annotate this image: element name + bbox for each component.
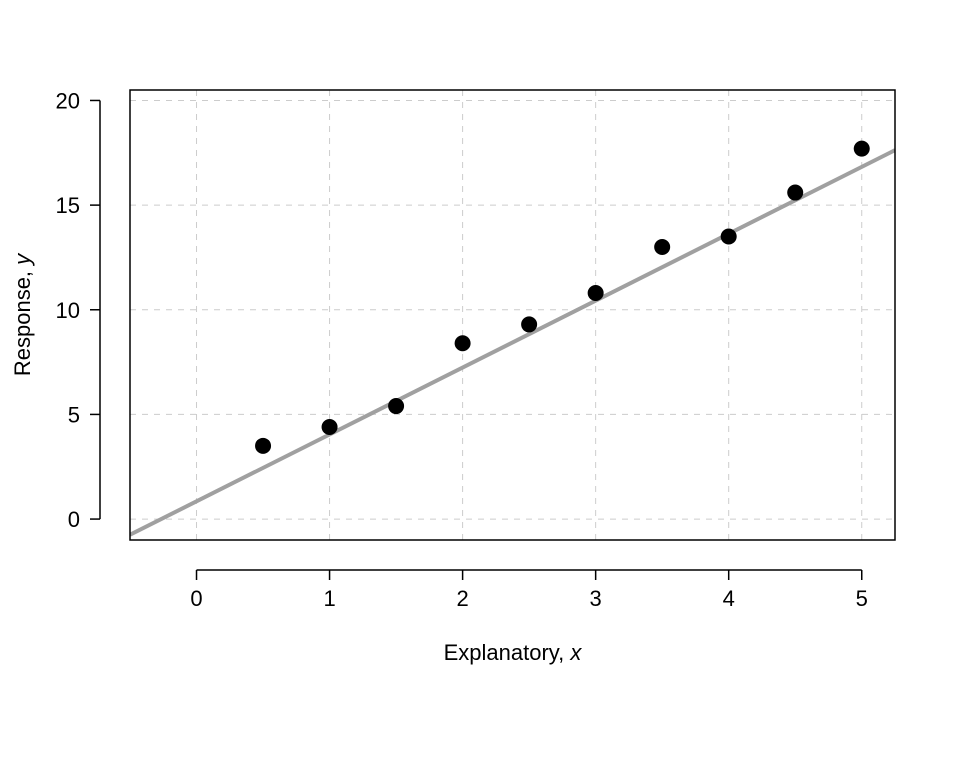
x-axis-label: Explanatory, x bbox=[444, 640, 583, 665]
x-tick-label: 0 bbox=[190, 586, 202, 611]
x-tick-label: 1 bbox=[323, 586, 335, 611]
y-tick-label: 15 bbox=[56, 193, 80, 218]
y-axis-label: Response, y bbox=[10, 252, 35, 376]
y-tick-label: 10 bbox=[56, 298, 80, 323]
scatter-chart: 0 1 2 3 4 5 Explanatory, x 0 5 10 15 20 Response, y bbox=[0, 0, 960, 768]
y-tick-label: 5 bbox=[68, 402, 80, 427]
y-tick-label: 20 bbox=[56, 88, 80, 113]
y-tick-label: 0 bbox=[68, 507, 80, 532]
x-tick-label: 3 bbox=[590, 586, 602, 611]
x-tick-label: 2 bbox=[456, 586, 468, 611]
x-tick-label: 5 bbox=[856, 586, 868, 611]
x-tick-label: 4 bbox=[723, 586, 735, 611]
